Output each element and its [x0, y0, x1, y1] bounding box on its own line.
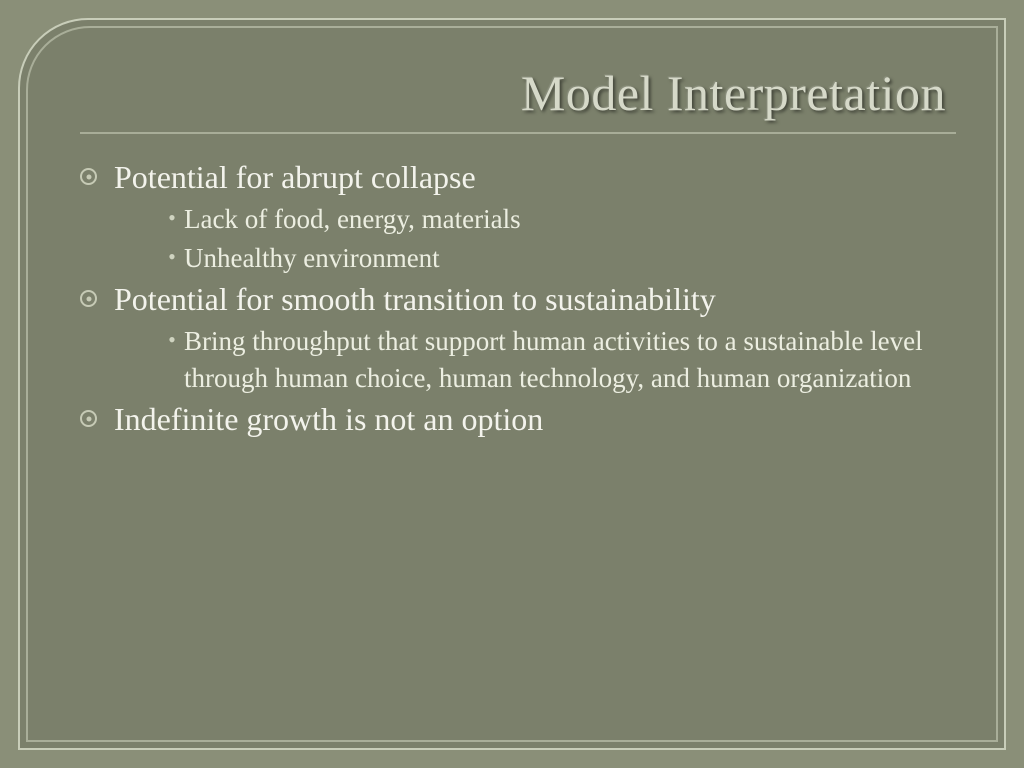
circled-dot-icon [80, 156, 114, 197]
bullet-level2: • Lack of food, energy, materials [160, 201, 956, 237]
slide-frame-outer: Model Interpretation Potential for abrup… [18, 18, 1006, 750]
bullet-level2: • Unhealthy environment [160, 240, 956, 276]
bullet-text: Unhealthy environment [184, 240, 956, 276]
bullet-text: Potential for smooth transition to susta… [114, 278, 956, 321]
dot-icon: • [160, 240, 184, 273]
bullet-text: Lack of food, energy, materials [184, 201, 956, 237]
slide-frame-inner: Model Interpretation Potential for abrup… [26, 26, 998, 742]
slide-body: Potential for abrupt collapse • Lack of … [80, 156, 956, 441]
bullet-text: Indefinite growth is not an option [114, 398, 956, 441]
dot-icon: • [160, 201, 184, 234]
bullet-level2: • Bring throughput that support human ac… [160, 323, 956, 396]
bullet-level1: Potential for smooth transition to susta… [80, 278, 956, 321]
circled-dot-icon [80, 398, 114, 439]
bullet-level1: Indefinite growth is not an option [80, 398, 956, 441]
title-divider [80, 132, 956, 134]
bullet-text: Bring throughput that support human acti… [184, 323, 956, 396]
circled-dot-icon [80, 278, 114, 319]
bullet-text: Potential for abrupt collapse [114, 156, 956, 199]
slide-title: Model Interpretation [80, 64, 956, 122]
bullet-level1: Potential for abrupt collapse [80, 156, 956, 199]
dot-icon: • [160, 323, 184, 356]
